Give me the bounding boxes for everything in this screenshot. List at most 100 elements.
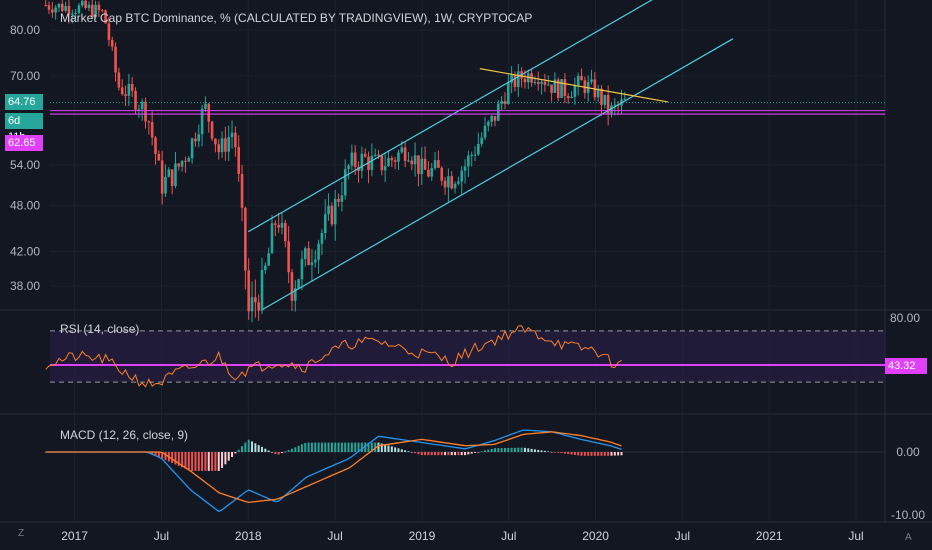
candle-body — [157, 153, 161, 161]
candle-body — [184, 160, 187, 162]
candle-body — [383, 166, 387, 171]
macd-histogram-bar — [470, 452, 473, 454]
macd-histogram-bar — [337, 442, 340, 452]
candle-body — [457, 181, 460, 184]
candle-body — [154, 137, 157, 154]
macd-histogram-bar — [460, 452, 463, 456]
candle-body — [290, 272, 294, 301]
x-tick-label: Jul — [154, 529, 169, 543]
candle-body — [150, 122, 154, 138]
macd-histogram-bar — [417, 452, 420, 455]
macd-histogram-bar — [297, 445, 300, 452]
y-tick-label: 54.00 — [10, 158, 40, 172]
candle-body — [403, 147, 407, 161]
macd-histogram-bar — [227, 452, 230, 461]
candle-body — [197, 134, 201, 142]
macd-histogram-bar — [241, 446, 244, 452]
candle-body — [164, 176, 167, 194]
candle-body — [523, 78, 527, 83]
macd-histogram-bar — [330, 442, 333, 452]
macd-histogram-bar — [550, 451, 553, 453]
macd-histogram-bar — [527, 448, 530, 452]
macd-histogram-bar — [587, 452, 590, 456]
candle-body — [144, 101, 147, 122]
macd-histogram-bar — [211, 452, 214, 471]
candle-body — [347, 165, 350, 170]
rsi-value-tag: 43.32 — [885, 358, 927, 374]
macd-histogram-bar — [367, 442, 370, 452]
macd-histogram-bar — [467, 452, 470, 455]
macd-histogram-bar — [334, 442, 337, 452]
macd-histogram-bar — [350, 442, 353, 452]
macd-histogram-bar — [513, 447, 516, 452]
macd-histogram-bar — [231, 452, 234, 458]
candle-body — [606, 94, 610, 114]
candle-body — [370, 155, 374, 170]
candle-body — [217, 144, 221, 153]
candle-body — [553, 79, 557, 93]
macd-histogram-bar — [454, 452, 457, 456]
candle-body — [470, 154, 473, 156]
macd-histogram-bar — [360, 442, 363, 452]
macd-histogram-bar — [287, 450, 290, 452]
macd-histogram-bar — [307, 442, 310, 452]
auto-scale-button[interactable]: A — [905, 532, 912, 543]
macd-histogram-bar — [177, 452, 180, 466]
candle-body — [343, 169, 347, 196]
candle-body — [440, 167, 444, 181]
macd-histogram-bar — [314, 442, 317, 452]
candle-body — [254, 297, 257, 303]
macd-histogram-bar — [450, 452, 453, 456]
chart-title: Market Cap BTC Dominance, % (CALCULATED … — [60, 11, 533, 25]
candle-body — [313, 259, 317, 263]
macd-histogram-bar — [444, 452, 447, 456]
candle-body — [397, 152, 400, 162]
macd-histogram-bar — [304, 442, 307, 452]
macd-histogram-bar — [204, 452, 207, 471]
candle-body — [57, 3, 61, 8]
macd-histogram-bar — [344, 442, 347, 452]
macd-pane[interactable] — [44, 429, 885, 513]
macd-histogram-bar — [477, 452, 480, 453]
macd-histogram-bar — [520, 447, 523, 452]
candle-body — [190, 138, 194, 159]
candle-body — [573, 85, 577, 97]
candle-body — [330, 205, 334, 225]
macd-histogram-bar — [420, 452, 423, 456]
macd-histogram-bar — [610, 452, 613, 456]
candle-body — [387, 157, 390, 167]
rsi-line — [45, 325, 622, 388]
candle-body — [280, 222, 284, 228]
candle-body — [127, 84, 131, 96]
candle-body — [540, 81, 543, 84]
macd-histogram-bar — [254, 443, 257, 452]
macd-histogram-bar — [181, 452, 184, 468]
macd-histogram-bar — [217, 452, 220, 471]
candle-body — [417, 155, 420, 175]
macd-histogram-bar — [590, 452, 593, 456]
macd-histogram-bar — [474, 452, 477, 453]
macd-histogram-bar — [510, 447, 513, 452]
macd-histogram-bar — [500, 448, 503, 452]
candle-body — [220, 138, 224, 153]
candle-body — [317, 243, 320, 260]
price-pane[interactable] — [44, 0, 885, 323]
macd-histogram-bar — [171, 452, 174, 463]
macd-histogram-bar — [567, 452, 570, 455]
candle-body — [593, 79, 597, 98]
candle-body — [363, 153, 367, 157]
candle-body — [596, 88, 600, 98]
rsi-pane[interactable] — [45, 325, 885, 388]
candle-body — [160, 160, 164, 194]
macd-histogram-bar — [387, 445, 390, 452]
macd-histogram-bar — [237, 449, 240, 452]
macd-histogram-bar — [161, 452, 164, 459]
candle-body — [84, 0, 87, 9]
macd-histogram-bar — [251, 441, 254, 452]
candle-body — [247, 270, 250, 312]
log-scale-button[interactable]: Z — [18, 528, 25, 539]
candle-body — [563, 79, 567, 97]
channel-lower-line — [262, 38, 734, 310]
candle-body — [610, 105, 613, 114]
macd-histogram-bar — [327, 442, 330, 452]
